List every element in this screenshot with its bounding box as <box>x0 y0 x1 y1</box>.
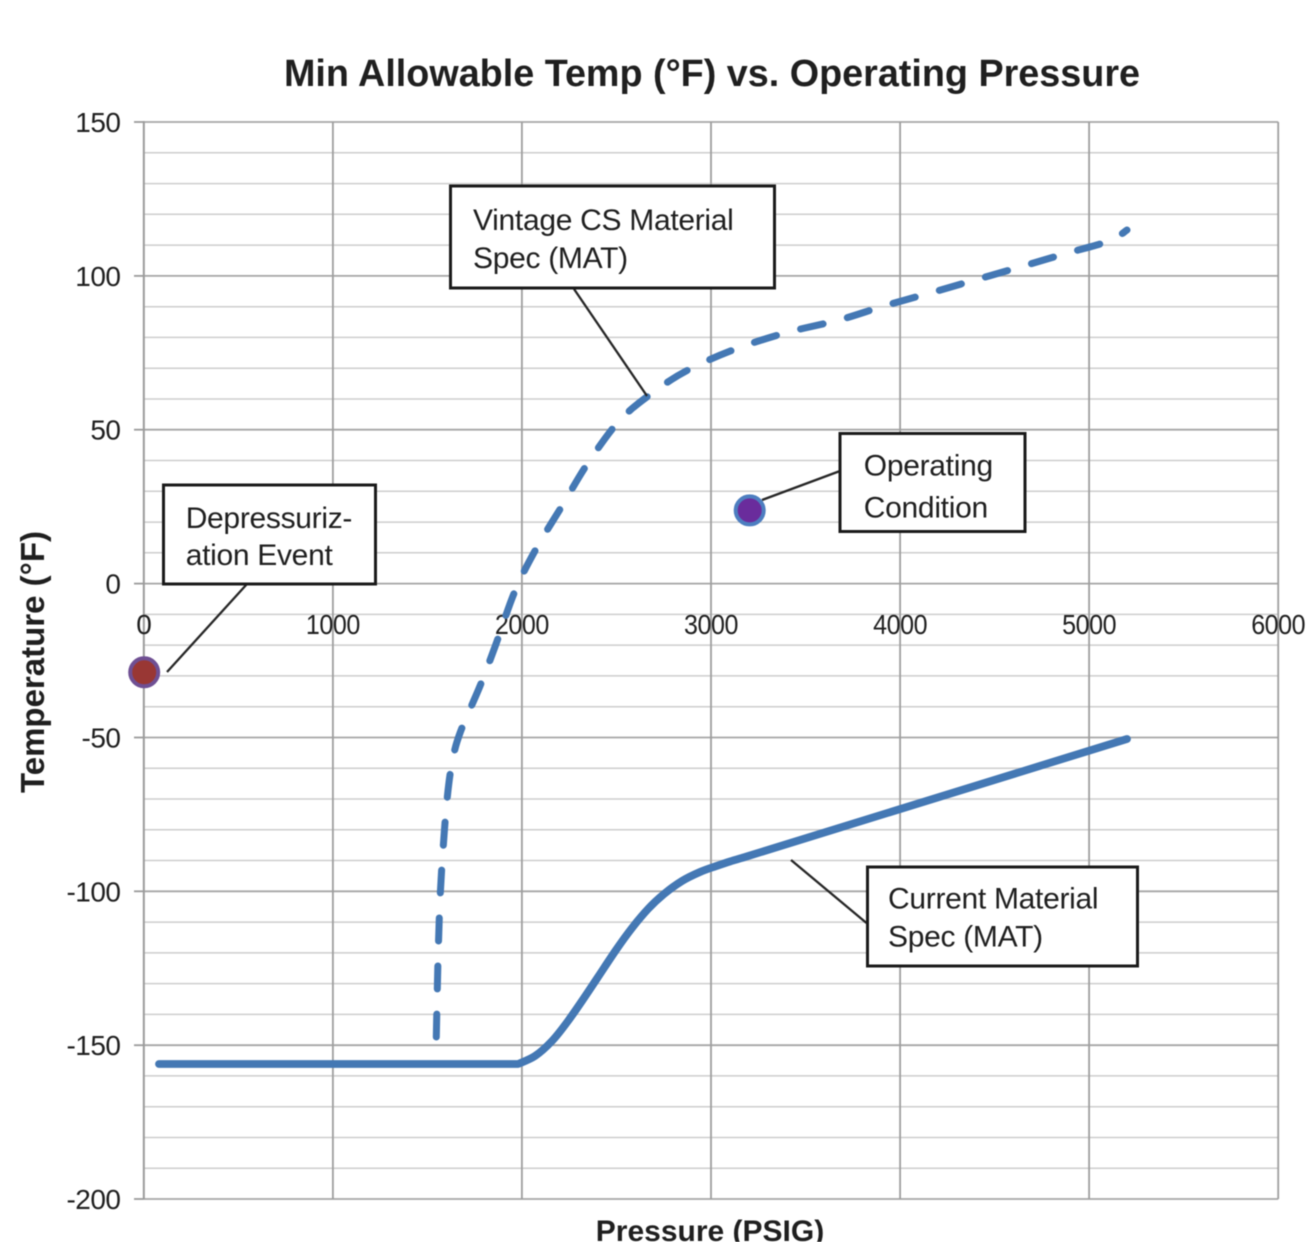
svg-text:0: 0 <box>136 609 151 640</box>
svg-text:-150: -150 <box>66 1030 120 1061</box>
svg-text:1000: 1000 <box>306 609 360 640</box>
svg-text:5000: 5000 <box>1062 609 1116 640</box>
svg-text:Current Material: Current Material <box>888 883 1098 916</box>
svg-text:50: 50 <box>90 415 120 446</box>
svg-text:Min Allowable Temp (°F) vs. Op: Min Allowable Temp (°F) vs. Operating Pr… <box>284 53 1140 95</box>
svg-text:0: 0 <box>105 569 120 600</box>
svg-text:6000: 6000 <box>1251 609 1305 640</box>
svg-text:Vintage CS Material: Vintage CS Material <box>473 204 734 237</box>
svg-text:150: 150 <box>75 107 120 138</box>
svg-text:Temperature (°F): Temperature (°F) <box>14 531 51 793</box>
svg-text:Depressuriz-: Depressuriz- <box>186 502 352 535</box>
svg-text:100: 100 <box>75 261 120 292</box>
svg-text:-100: -100 <box>66 876 120 907</box>
svg-text:Spec (MAT): Spec (MAT) <box>473 242 628 275</box>
svg-text:Spec (MAT): Spec (MAT) <box>888 921 1043 954</box>
svg-text:Condition: Condition <box>864 492 988 525</box>
svg-text:-50: -50 <box>82 723 121 754</box>
svg-text:ation Event: ation Event <box>186 539 334 572</box>
svg-text:4000: 4000 <box>873 609 927 640</box>
svg-text:Operating: Operating <box>864 450 993 483</box>
svg-text:Pressure (PSIG): Pressure (PSIG) <box>596 1215 824 1242</box>
svg-text:-200: -200 <box>66 1184 120 1215</box>
svg-text:3000: 3000 <box>684 609 738 640</box>
